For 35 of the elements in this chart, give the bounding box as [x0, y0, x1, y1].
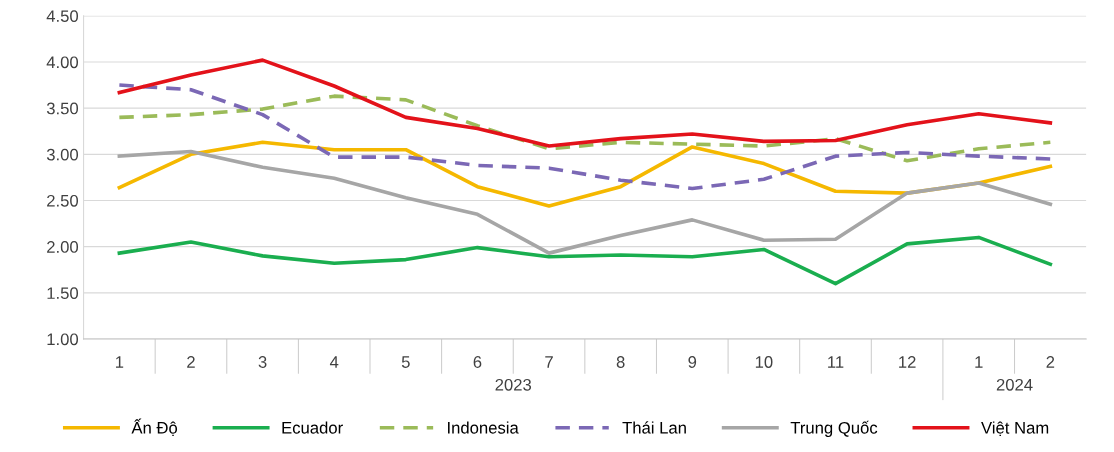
text: 2024: [996, 378, 1033, 391]
x-tick-label: 5: [401, 356, 410, 368]
legend-label: Ấn Độ: [131, 418, 178, 437]
x-tick-label: 9: [688, 356, 697, 368]
line-series: [117, 94, 1053, 163]
y-tick-label: 1.00: [47, 333, 79, 346]
x-tick-label: 1: [115, 356, 124, 368]
legend-label: Thái Lan: [622, 421, 686, 434]
y-tick-label: 3.50: [46, 102, 79, 115]
y-tick-label: 2.00: [47, 241, 79, 253]
legend-label: Indonesia: [448, 421, 519, 434]
x-tick-label: 10: [755, 356, 773, 368]
x-tick-label: 12: [899, 356, 916, 368]
legend-label: Ecuador: [282, 421, 343, 434]
x-tick-label: 7: [545, 356, 553, 368]
line-series: [117, 149, 1053, 255]
text: 2023: [495, 378, 532, 391]
x-tick-label: 8: [616, 356, 625, 368]
x-tick-label: 4: [329, 356, 339, 368]
y-tick-label: 1.50: [47, 287, 79, 300]
line-series: [117, 235, 1053, 286]
x-tick-label: 11: [828, 356, 844, 368]
x-tick-label: 1: [975, 356, 983, 368]
legend-label: Trung Quốc: [790, 420, 878, 437]
legend-label: Việt Nam: [981, 421, 1049, 437]
y-tick-label: 4.50: [46, 10, 79, 23]
x-tick-label: 3: [258, 356, 267, 368]
y-tick-label: 3.00: [46, 148, 79, 161]
x-tick-label: 6: [473, 356, 482, 368]
x-tick-label: 2: [187, 356, 195, 368]
y-tick-label: 2.50: [47, 194, 79, 207]
line-series: [117, 83, 1053, 191]
x-tick-label: 2: [1046, 356, 1055, 368]
y-tick-label: 4.00: [46, 56, 79, 69]
line-series: [117, 58, 1053, 148]
